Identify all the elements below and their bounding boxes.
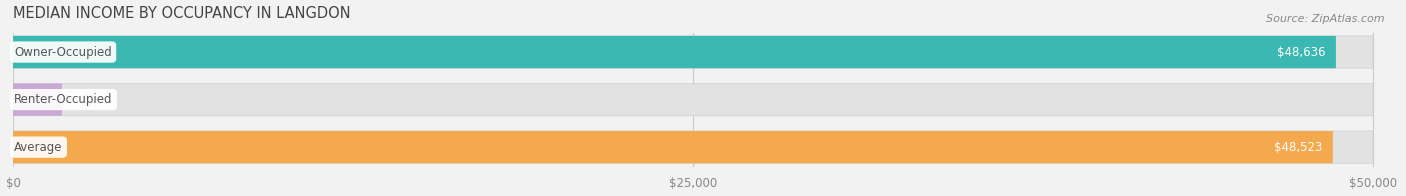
Text: Source: ZipAtlas.com: Source: ZipAtlas.com	[1267, 14, 1385, 24]
Text: Renter-Occupied: Renter-Occupied	[14, 93, 112, 106]
FancyBboxPatch shape	[13, 83, 1374, 116]
Text: $0: $0	[83, 93, 97, 106]
Text: $48,523: $48,523	[1274, 141, 1322, 154]
FancyBboxPatch shape	[13, 131, 1374, 163]
Text: Average: Average	[14, 141, 63, 154]
Text: Owner-Occupied: Owner-Occupied	[14, 45, 112, 59]
FancyBboxPatch shape	[13, 36, 1336, 68]
FancyBboxPatch shape	[13, 83, 62, 116]
Text: $48,636: $48,636	[1277, 45, 1324, 59]
FancyBboxPatch shape	[13, 131, 1333, 163]
FancyBboxPatch shape	[13, 36, 1374, 68]
Text: MEDIAN INCOME BY OCCUPANCY IN LANGDON: MEDIAN INCOME BY OCCUPANCY IN LANGDON	[13, 5, 350, 21]
